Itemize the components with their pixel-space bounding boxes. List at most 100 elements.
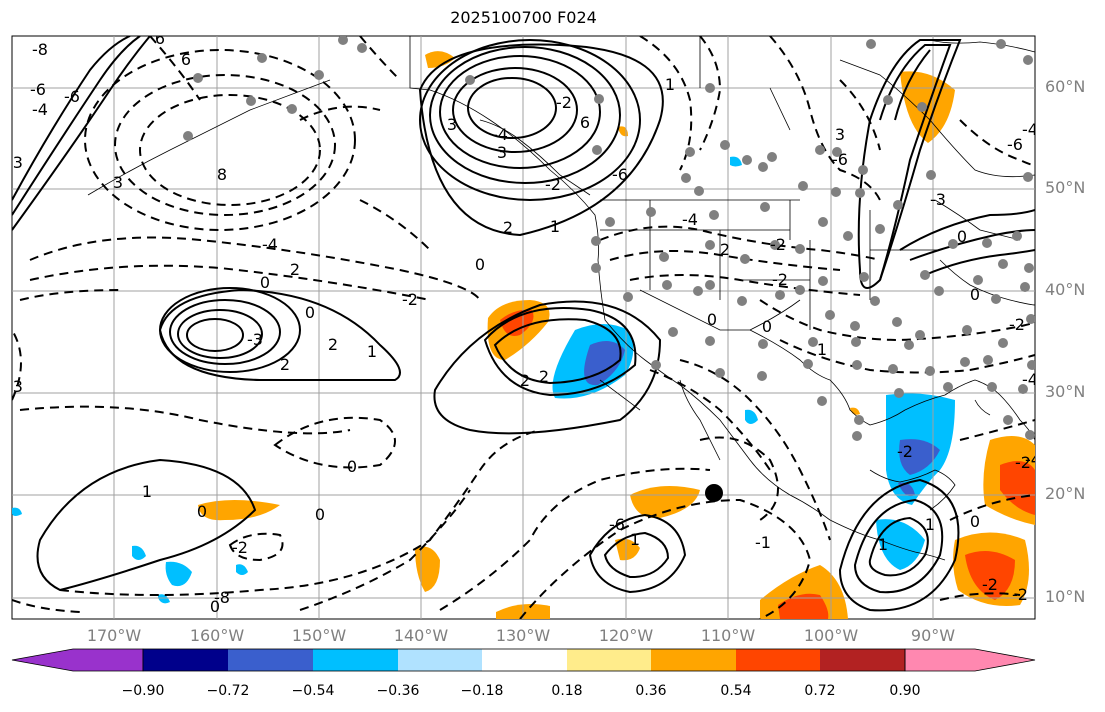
contour-label: -2	[556, 93, 572, 112]
lat-label: 20°N	[1045, 484, 1086, 503]
contour-label: -4	[1022, 370, 1038, 389]
contour-label: 0	[260, 273, 270, 292]
colorbar-swatch	[820, 649, 905, 671]
contour-label: -2	[1012, 585, 1028, 604]
contour-label: 0	[707, 310, 717, 329]
contour-label: -4	[1025, 450, 1041, 469]
contour-label: 2	[328, 335, 338, 354]
colorbar-swatch	[651, 649, 736, 671]
colorbar-tick-label: −0.36	[376, 683, 420, 699]
contour-label: -2	[232, 538, 248, 557]
contour-label: 1	[817, 340, 827, 359]
contour-label: 1	[925, 515, 935, 534]
contour-label: -4	[1022, 120, 1038, 139]
contour-label: 2	[720, 240, 730, 259]
contour-label: -6	[1007, 135, 1023, 154]
contour-label: -6	[612, 165, 628, 184]
contour-label: -2	[982, 575, 998, 594]
colorbar-outline	[142, 648, 906, 672]
shade-negative	[165, 561, 192, 587]
contour-label: -2	[770, 235, 786, 254]
contour-label: -3	[7, 153, 23, 172]
contour-label: 1	[142, 482, 152, 501]
lat-label: 30°N	[1045, 382, 1086, 401]
contour-label: 0	[970, 512, 980, 531]
colorbar-tick-label: 0.18	[551, 683, 583, 699]
colorbar-tick-label: −0.18	[460, 683, 504, 699]
shade-strong-negative	[899, 439, 940, 475]
contour-label: -4	[492, 125, 508, 144]
contour-label: -8	[32, 40, 48, 59]
lon-label: 130°W	[495, 626, 551, 645]
contour-label: 3	[497, 143, 507, 162]
shade-positive	[630, 486, 700, 519]
contour-label: 2	[520, 371, 530, 390]
contour-label: 0	[957, 227, 967, 246]
colorbar-swatch	[482, 649, 567, 671]
shade-positive	[198, 500, 280, 521]
lon-label: 110°W	[700, 626, 756, 645]
contour-label: 0	[475, 255, 485, 274]
colorbar-tick-label: 0.36	[635, 683, 667, 699]
contour-label: 2	[280, 355, 290, 374]
contour-label: -8	[214, 588, 230, 607]
contour-label: 1	[878, 535, 888, 554]
contour-label: 1	[630, 530, 640, 549]
contour-label: -6	[30, 80, 46, 99]
lon-label: 140°W	[393, 626, 449, 645]
lon-label: 160°W	[189, 626, 245, 645]
solid-contours	[12, 36, 1035, 612]
contour-label: 3	[835, 125, 845, 144]
contour-label: 0	[315, 505, 325, 524]
lon-label: 90°W	[910, 626, 956, 645]
shade-strong-negative	[898, 482, 915, 497]
contour-label: 0	[970, 285, 980, 304]
lat-label: 40°N	[1045, 280, 1086, 299]
dashed-contours	[12, 36, 1035, 619]
shade-negative	[12, 507, 22, 516]
shade-negative	[745, 409, 758, 424]
colorbar-tick-label: −0.90	[121, 683, 165, 699]
contour-label: -2	[897, 442, 913, 461]
contour-label: -3	[930, 190, 946, 209]
contour-label: -6	[64, 87, 80, 106]
contour-label: -6	[832, 150, 848, 169]
contour-label: 3	[447, 115, 457, 134]
contour-label: 6	[155, 29, 165, 48]
contour-labels: -8 -6 -6 -4 6 8 6 3 -3 6 3 -2 3 0 -4 2 -…	[7, 29, 1041, 616]
contour-label: -2	[772, 270, 788, 289]
shade-negative	[730, 156, 742, 167]
colorbar-swatch	[143, 649, 228, 671]
shade-strong-positive	[500, 309, 534, 336]
contour-label: -1	[755, 533, 771, 552]
contour-label: 2	[290, 260, 300, 279]
contour-label: 0	[762, 317, 772, 336]
colorbar-high-extend	[904, 648, 1036, 672]
shade-strong-positive	[965, 551, 1015, 600]
lon-label: 100°W	[803, 626, 859, 645]
contour-label: -2	[545, 175, 561, 194]
shade-negative	[132, 545, 146, 560]
map-title: 2025100700 F024	[450, 8, 597, 27]
shade-positive	[615, 538, 640, 561]
shade-positive	[425, 51, 455, 68]
colorbar-swatch	[398, 649, 482, 671]
contour-label: 0	[197, 502, 207, 521]
contour-label: -4	[32, 100, 48, 119]
colorbar-low-extend	[11, 648, 144, 672]
shade-strong-positive	[1000, 461, 1035, 515]
contour-label: -4	[682, 210, 698, 229]
colorbar-swatch	[228, 649, 313, 671]
contour-label: -2	[1009, 315, 1025, 334]
contour-label: -2	[1015, 453, 1031, 472]
colorbar	[11, 648, 1036, 672]
contour-label: 0	[347, 457, 357, 476]
station-markers	[183, 36, 1035, 441]
contour-label: 8	[217, 165, 227, 184]
contour-label: 0	[210, 597, 220, 616]
colorbar-tick-label: −0.54	[291, 683, 335, 699]
shade-strong-positive	[778, 593, 829, 619]
contour-label: -2	[402, 290, 418, 309]
lon-label: 150°W	[291, 626, 347, 645]
colorbar-swatch	[736, 649, 820, 671]
